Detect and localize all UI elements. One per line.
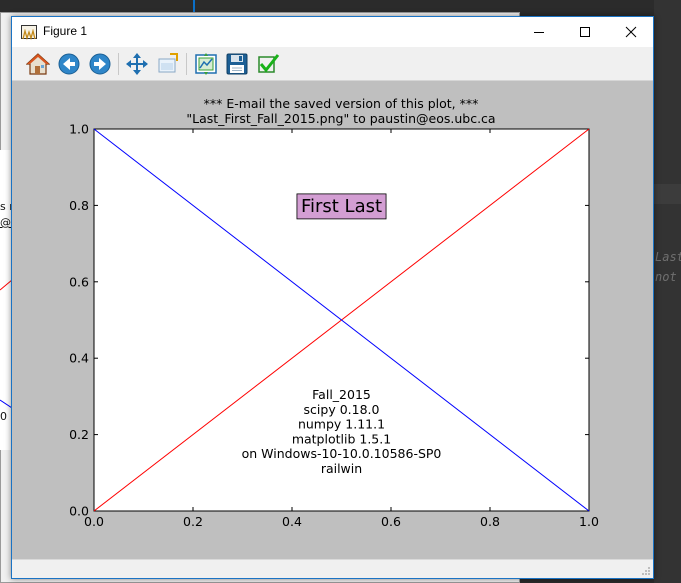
home-button[interactable] [25,51,51,77]
title-bar[interactable]: Figure 1 [12,17,653,47]
background-text-2: @ [0,216,11,229]
plot-annotations: First Last [296,193,387,220]
info-line: scipy 0.18.0 [304,402,380,417]
toolbar-separator [186,53,187,75]
axis-ticks: 0.0 0.2 0.4 0.6 0.8 1.0 0.0 0.2 0.4 0.6 0.8 1.0 [69,122,599,530]
info-line: railwin [321,461,362,476]
check-button[interactable] [255,51,281,77]
minimize-icon [534,32,544,33]
close-icon [625,26,637,38]
y-tick-label: 0.4 [69,351,89,366]
y-tick-label: 1.0 [69,122,89,137]
x-tick-label: 1.0 [579,514,599,529]
info-line: Fall_2015 [312,387,371,402]
plot-series [93,128,590,512]
zoom-rect-icon [158,53,178,73]
resize-grip-icon[interactable] [641,566,651,576]
background-editor-panel [654,0,681,583]
move-icon [126,53,148,75]
y-tick-label: 0.0 [69,504,89,519]
figure-canvas[interactable]: *** E-mail the saved version of this plo… [12,81,653,559]
pan-button[interactable] [124,51,150,77]
navigation-toolbar [12,47,653,81]
status-bar [12,559,653,578]
y-tick-label: 0.8 [69,198,89,213]
annotation-label: First Last [301,196,382,217]
background-accent-line [193,0,195,12]
plot-figure[interactable]: *** E-mail the saved version of this plo… [12,81,653,559]
zoom-button[interactable] [155,51,181,77]
background-text-3: 0 [0,410,7,423]
arrow-left-icon [58,53,80,75]
arrow-right-icon [89,53,111,75]
floppy-icon [226,53,248,75]
subplots-button[interactable] [193,51,219,77]
matplotlib-icon [21,25,37,41]
maximize-button[interactable] [562,17,608,47]
y-tick-label: 0.6 [69,274,89,289]
subplots-icon [195,53,217,75]
plot-title-line-1: *** E-mail the saved version of this plo… [204,96,479,111]
x-tick-label: 0.0 [84,514,104,529]
home-icon [26,53,50,75]
series-line-1 [93,128,590,512]
plot-title-line-2: "Last_First_Fall_2015.png" to paustin@eo… [186,111,495,126]
checkmark-icon [258,54,280,73]
background-editor-highlight [654,184,681,204]
window-title: Figure 1 [43,24,88,38]
info-line: matplotlib 1.5.1 [292,431,391,446]
x-tick-label: 0.6 [381,514,401,529]
background-editor-text-1: Last [655,250,681,264]
background-text-1: s r [0,200,14,213]
close-button[interactable] [608,17,654,47]
back-button[interactable] [56,51,82,77]
figure-window: Figure 1 [11,16,654,579]
x-tick-label: 0.4 [282,514,302,529]
save-button[interactable] [224,51,250,77]
x-tick-label: 0.2 [183,514,203,529]
toolbar-separator [118,53,119,75]
maximize-icon [580,27,590,37]
minimize-button[interactable] [516,17,562,47]
info-line: on Windows-10-10.0.10586-SP0 [242,446,442,461]
x-tick-label: 0.8 [480,514,500,529]
info-line: numpy 1.11.1 [298,417,385,432]
annotation-box [296,193,387,220]
forward-button[interactable] [87,51,113,77]
background-editor-text-2: not [655,270,677,284]
y-tick-label: 0.2 [69,427,89,442]
